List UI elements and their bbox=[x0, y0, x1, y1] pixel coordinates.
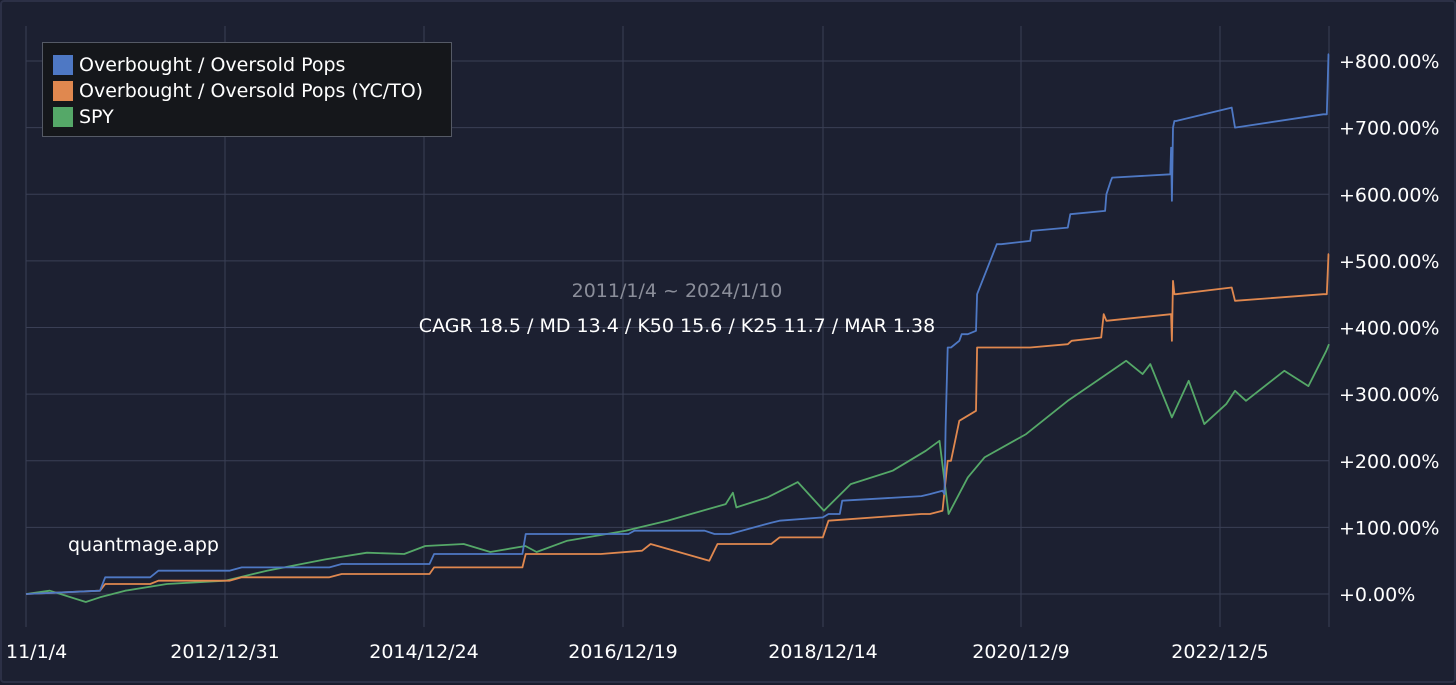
y-tick-label: +0.00% bbox=[1339, 584, 1415, 606]
y-tick-label: +700.00% bbox=[1339, 118, 1439, 140]
series-line-2 bbox=[25, 253, 1330, 595]
y-tick-label: +400.00% bbox=[1339, 318, 1439, 340]
date-range-subtitle: 2011/1/4 ~ 2024/1/10 bbox=[571, 280, 783, 302]
y-tick-label: +800.00% bbox=[1339, 51, 1439, 73]
legend-label-series-1: Overbought / Oversold Pops bbox=[79, 54, 346, 76]
x-tick-labels: 11/1/4 2012/12/31 2014/12/24 2016/12/19 2018… bbox=[6, 641, 1269, 663]
y-tick-label: +600.00% bbox=[1339, 184, 1439, 206]
legend-swatch-series-2 bbox=[53, 81, 73, 101]
x-tick-label: 2022/12/5 bbox=[1171, 641, 1268, 663]
y-tick-label: +200.00% bbox=[1339, 451, 1439, 473]
y-tick-label: +500.00% bbox=[1339, 251, 1439, 273]
x-tick-label: 2014/12/24 bbox=[369, 641, 479, 663]
x-tick-label: 2020/12/9 bbox=[972, 641, 1069, 663]
legend: Overbought / Oversold Pops Overbought / … bbox=[42, 42, 452, 137]
x-tick-label: 2018/12/14 bbox=[768, 641, 878, 663]
x-tick-label: 11/1/4 bbox=[6, 641, 67, 663]
performance-stats: CAGR 18.5 / MD 13.4 / K50 15.6 / K25 11.… bbox=[418, 315, 936, 337]
x-tick-label: 2016/12/19 bbox=[568, 641, 678, 663]
legend-label-series-3: SPY bbox=[79, 106, 114, 128]
series-layer bbox=[25, 53, 1330, 603]
legend-item-series-2[interactable]: Overbought / Oversold Pops (YC/TO) bbox=[53, 79, 423, 103]
y-tick-labels: +0.00% +100.00% +200.00% +300.00% +400.00% +5… bbox=[1339, 51, 1439, 606]
legend-swatch-series-1 bbox=[53, 55, 73, 75]
legend-label-series-2: Overbought / Oversold Pops (YC/TO) bbox=[79, 80, 424, 102]
legend-item-series-3[interactable]: SPY bbox=[53, 105, 114, 129]
legend-item-series-1[interactable]: Overbought / Oversold Pops bbox=[53, 53, 345, 77]
watermark: quantmage.app bbox=[68, 534, 219, 556]
legend-swatch-series-3 bbox=[53, 107, 73, 127]
y-tick-label: +300.00% bbox=[1339, 384, 1439, 406]
x-tick-label: 2012/12/31 bbox=[170, 641, 280, 663]
series-line-1 bbox=[25, 53, 1330, 595]
series-line-3 bbox=[25, 343, 1330, 603]
y-tick-label: +100.00% bbox=[1339, 517, 1439, 539]
